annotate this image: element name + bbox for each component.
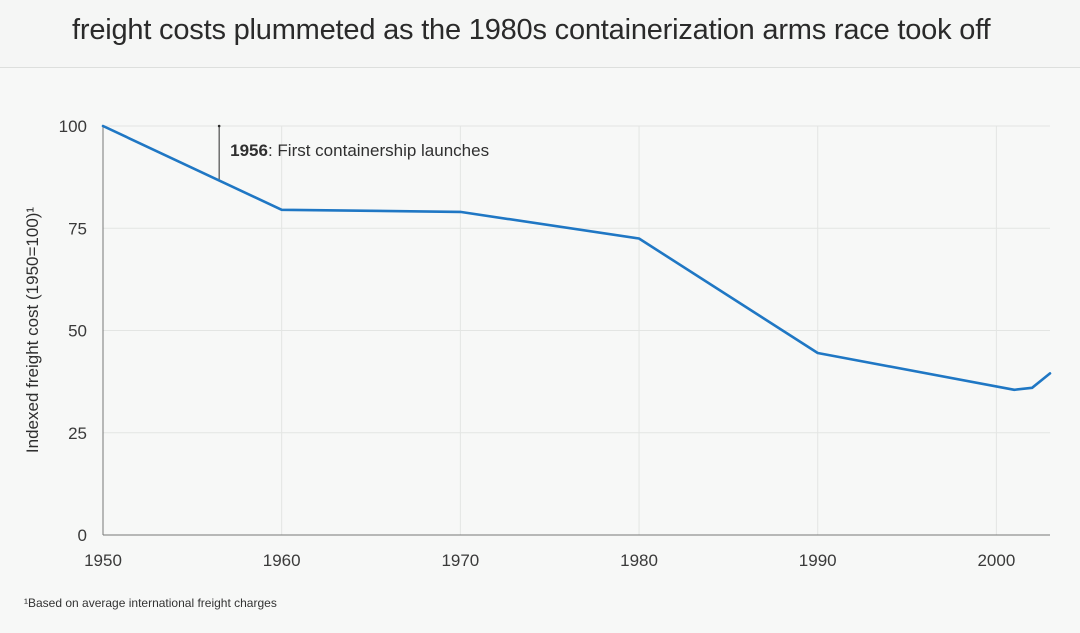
title-bar: freight costs plummeted as the 1980s con…: [0, 0, 1080, 68]
annotations: 1956: First containership launches: [217, 124, 489, 181]
y-tick-label-50: 50: [68, 322, 87, 341]
tick-labels: 0 25 50 75 100 1950 1960 1970 1980 1990 2000: [59, 117, 1016, 570]
x-tick-label-1990: 1990: [799, 551, 837, 570]
chart-title: freight costs plummeted as the 1980s con…: [72, 14, 991, 46]
y-tick-label-25: 25: [68, 424, 87, 443]
series: [101, 124, 1052, 392]
x-tick-label-1960: 1960: [263, 551, 301, 570]
series-line-0: [101, 124, 1052, 392]
x-tick-label-1980: 1980: [620, 551, 658, 570]
x-tick-label-1970: 1970: [441, 551, 479, 570]
footnote: ¹Based on average international freight …: [24, 596, 277, 610]
axes: [102, 126, 1050, 536]
annotation-marker-0: [217, 124, 221, 128]
x-tick-label-1950: 1950: [84, 551, 122, 570]
annotation-year: 1956: [230, 141, 268, 160]
annotation-description: : First containership launches: [268, 141, 489, 160]
y-tick-label-75: 75: [68, 219, 87, 238]
gridlines: [103, 125, 1050, 535]
y-axis-title: Indexed freight cost (1950=100)¹: [23, 207, 42, 454]
y-tick-label-100: 100: [59, 117, 87, 136]
annotation-label-0: 1956: First containership launches: [230, 141, 489, 160]
x-tick-label-2000: 2000: [977, 551, 1015, 570]
y-tick-label-0: 0: [78, 526, 87, 545]
